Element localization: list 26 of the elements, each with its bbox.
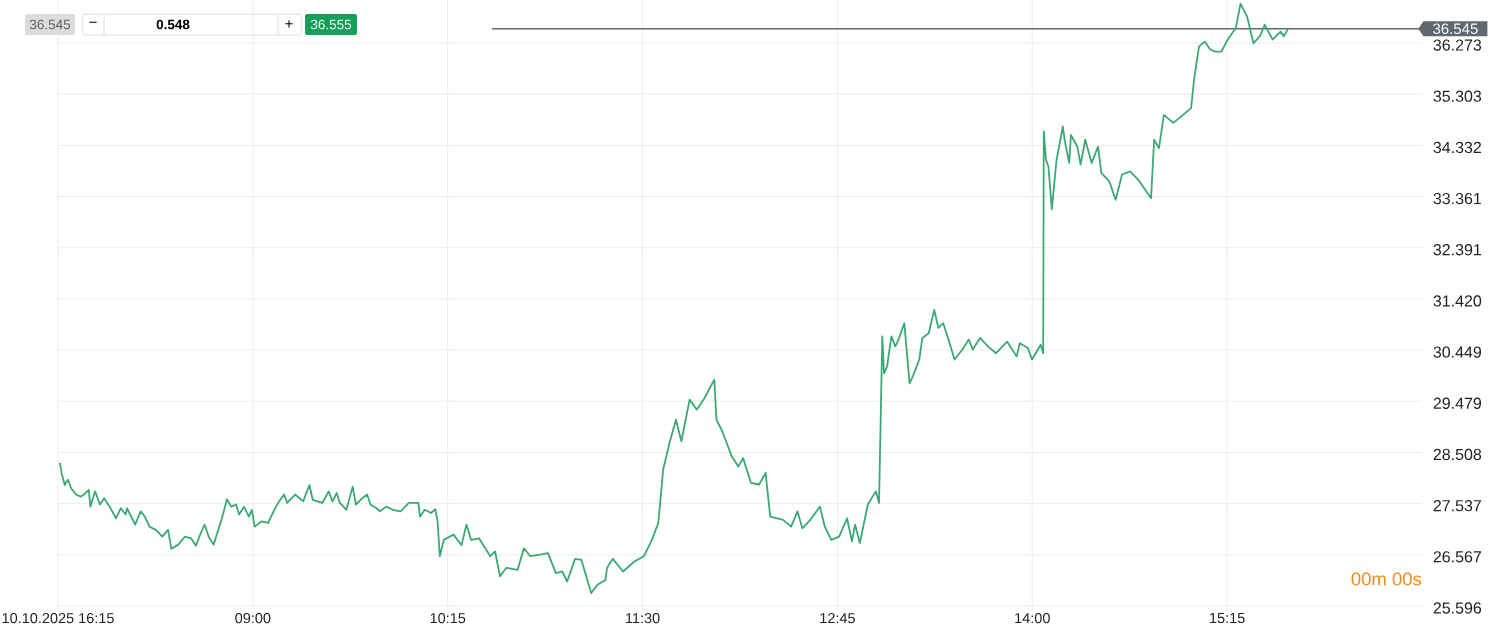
x-tick-label: 11:30 bbox=[626, 612, 660, 624]
x-tick-label: 15:15 bbox=[1210, 612, 1245, 624]
x-tick-label: 10.10.2025 16:15 bbox=[2, 612, 114, 624]
annotation: − bbox=[89, 21, 97, 23]
y-tick-label: 29.479 bbox=[1433, 397, 1482, 409]
y-tick-label: 33.361 bbox=[1433, 192, 1481, 205]
y-tick-label: 36.273 bbox=[1433, 39, 1482, 51]
annotation: 36.545 bbox=[29, 19, 71, 30]
annotation: 00m 00s bbox=[1351, 572, 1422, 586]
y-tick-label: 27.537 bbox=[1433, 499, 1481, 512]
x-tick-label: 09:00 bbox=[235, 612, 271, 624]
y-tick-label: 30.449 bbox=[1433, 346, 1482, 358]
y-tick-label: 31.420 bbox=[1433, 295, 1482, 307]
y-tick-label: 32.391 bbox=[1433, 244, 1481, 256]
x-tick-label: 10:15 bbox=[430, 612, 466, 624]
y-tick-label: 35.303 bbox=[1433, 90, 1482, 102]
y-tick-label: 25.596 bbox=[1433, 602, 1482, 614]
y-tick-label: 26.567 bbox=[1433, 551, 1481, 563]
ref-line-label: 36.545 bbox=[1433, 23, 1478, 35]
x-tick-label: 14:00 bbox=[1015, 612, 1050, 624]
y-tick-label: 34.332 bbox=[1433, 141, 1481, 154]
annotation: 36.555 bbox=[310, 19, 352, 30]
y-tick-label: 28.508 bbox=[1433, 448, 1482, 461]
annotation: 0.548 bbox=[156, 19, 190, 30]
x-tick-label: 12:45 bbox=[820, 612, 855, 624]
annotation: + bbox=[285, 20, 293, 28]
